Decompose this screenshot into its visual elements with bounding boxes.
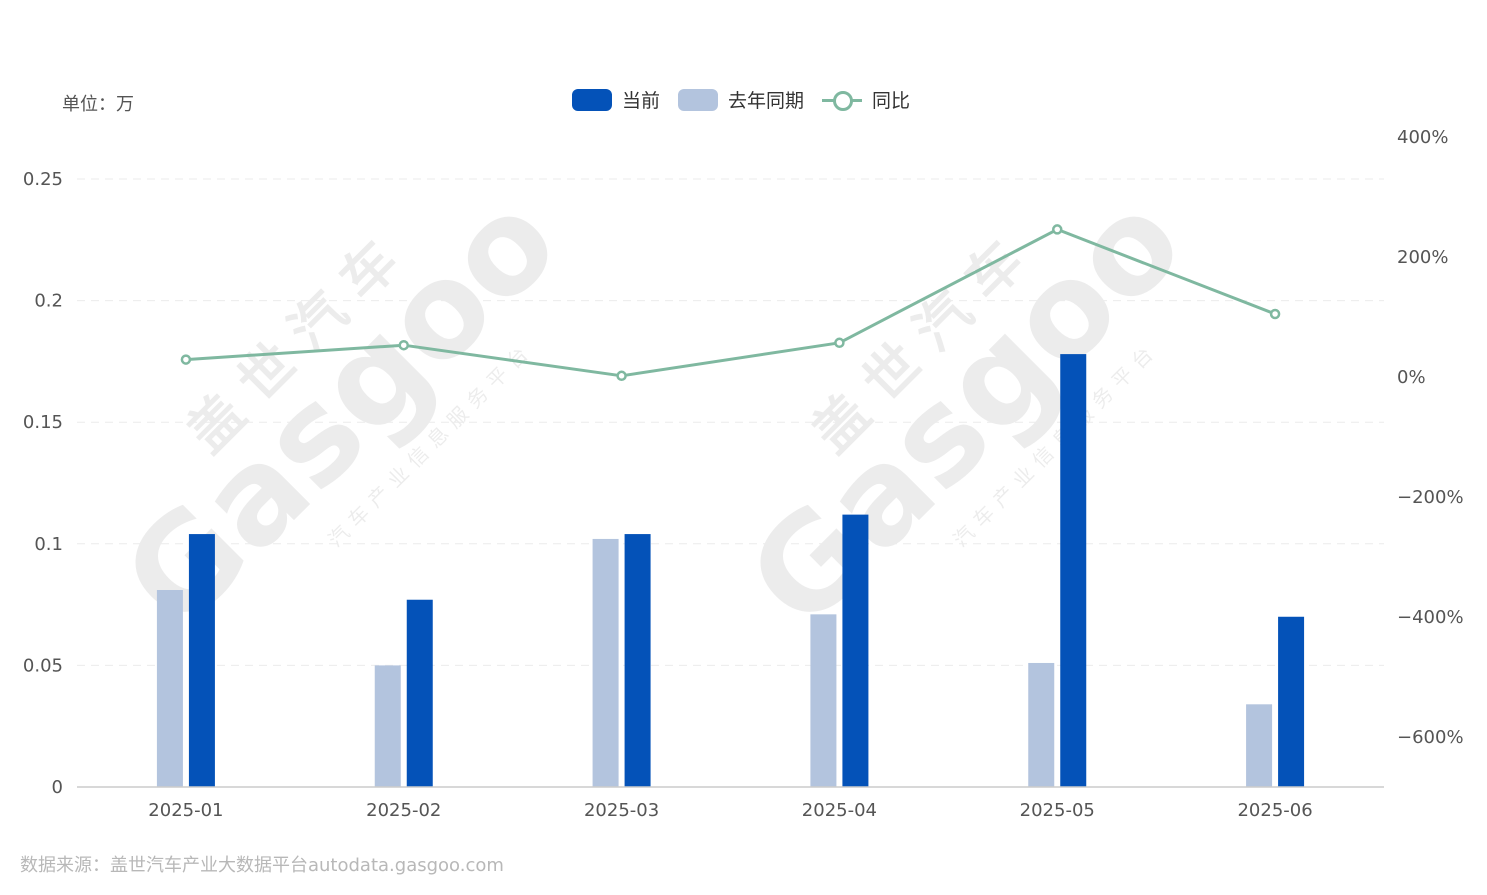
x-axis: 2025-01 2025-02 2025-03 2025-04 2025-05 2025-… — [77, 787, 1384, 821]
bar-last-year[interactable] — [1028, 663, 1054, 787]
bar-last-year[interactable] — [1246, 704, 1272, 787]
legend-item-yoy[interactable]: 同比 — [822, 86, 910, 113]
y-right-tick-label: 400% — [1397, 127, 1448, 148]
legend-item-current[interactable]: 当前 — [572, 86, 660, 113]
x-tick-label: 2025-03 — [584, 800, 659, 821]
yoy-point[interactable] — [1053, 225, 1061, 233]
y-right-tick-label: 200% — [1397, 247, 1448, 268]
x-tick-label: 2025-04 — [802, 800, 877, 821]
watermark-brand: Gasgoo — [94, 164, 586, 656]
bar-current[interactable] — [189, 534, 215, 787]
legend-swatch-yoy — [822, 89, 862, 111]
bar-last-year[interactable] — [375, 665, 401, 787]
legend-item-last-year[interactable]: 去年同期 — [678, 86, 804, 113]
yoy-point[interactable] — [400, 341, 408, 349]
y-left-tick-label: 0.25 — [23, 169, 63, 190]
y-left-tick-label: 0.2 — [34, 291, 63, 312]
y-axis-left: 0 0.05 0.1 0.15 0.2 0.25 — [23, 169, 63, 798]
y-left-tick-label: 0 — [52, 777, 63, 798]
bar-last-year[interactable] — [810, 614, 836, 787]
y-left-tick-label: 0.1 — [34, 534, 63, 555]
x-tick-label: 2025-02 — [366, 800, 441, 821]
legend-label-current: 当前 — [622, 86, 660, 113]
y-right-tick-label: −400% — [1397, 607, 1464, 628]
bar-current[interactable] — [407, 600, 433, 787]
x-tick-label: 2025-05 — [1020, 800, 1095, 821]
bar-current[interactable] — [625, 534, 651, 787]
y-left-tick-label: 0.05 — [23, 655, 63, 676]
unit-label: 单位：万 — [62, 90, 134, 116]
yoy-point[interactable] — [835, 339, 843, 347]
legend-swatch-current — [572, 89, 612, 111]
data-source: 数据来源：盖世汽车产业大数据平台autodata.gasgoo.com — [20, 851, 504, 877]
y-right-tick-label: −600% — [1397, 727, 1464, 748]
bar-last-year[interactable] — [593, 539, 619, 787]
bar-current[interactable] — [1060, 354, 1086, 787]
legend: 当前 去年同期 同比 — [572, 86, 928, 113]
bar-current[interactable] — [1278, 617, 1304, 787]
y-left-tick-label: 0.15 — [23, 412, 63, 433]
x-tick-label: 2025-06 — [1237, 800, 1312, 821]
x-tick-label: 2025-01 — [148, 800, 223, 821]
watermark-brand: Gasgoo — [719, 164, 1211, 656]
legend-swatch-last-year — [678, 89, 718, 111]
legend-label-yoy: 同比 — [872, 86, 910, 113]
y-right-tick-label: 0% — [1397, 367, 1426, 388]
yoy-point[interactable] — [1271, 310, 1279, 318]
yoy-point[interactable] — [182, 356, 190, 364]
bar-current[interactable] — [842, 515, 868, 787]
y-right-tick-label: −200% — [1397, 487, 1464, 508]
yoy-point[interactable] — [618, 372, 626, 380]
bar-last-year[interactable] — [157, 590, 183, 787]
legend-label-last-year: 去年同期 — [728, 86, 804, 113]
y-axis-right: −600% −400% −200% 0% 200% 400% — [1397, 127, 1464, 748]
